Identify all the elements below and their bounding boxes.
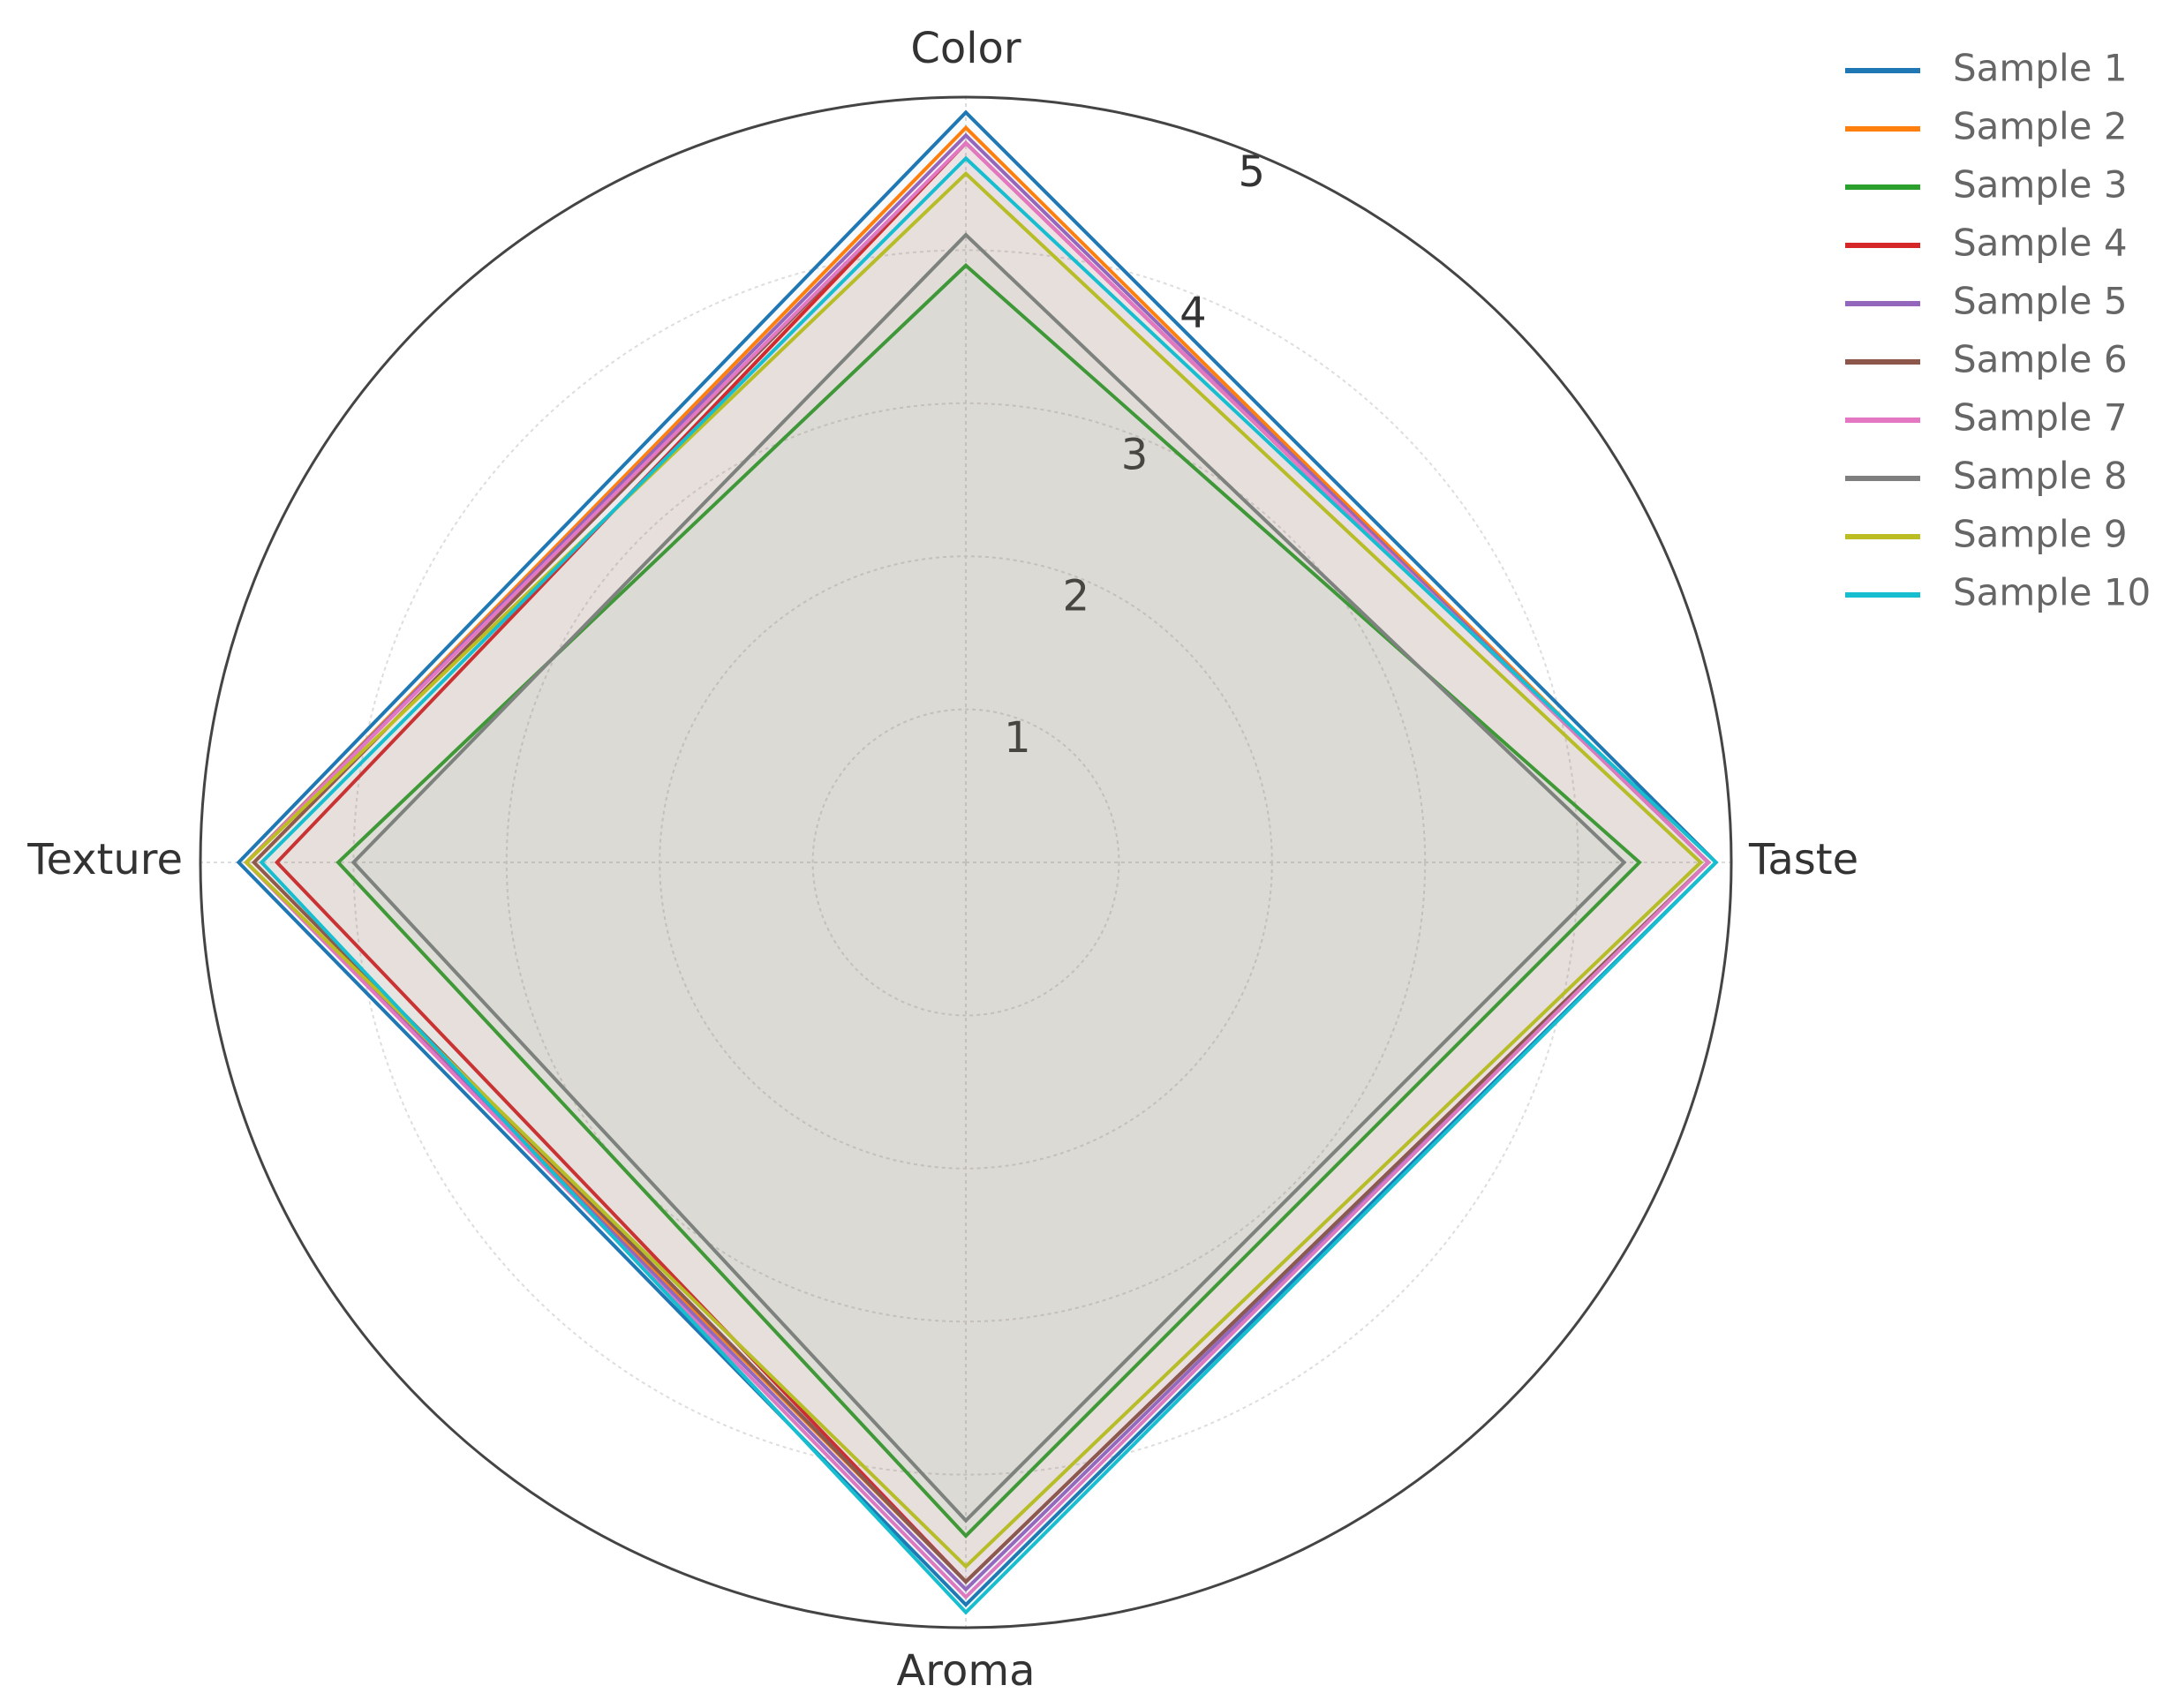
series-line: [259, 155, 1719, 1615]
legend-label: Sample 3: [1953, 163, 2128, 207]
legend-label: Sample 2: [1953, 105, 2128, 148]
r-tick-label: 3: [1121, 430, 1149, 479]
category-label: Texture: [26, 835, 183, 884]
legend-label: Sample 8: [1953, 455, 2128, 498]
legend-label: Sample 1: [1953, 47, 2128, 90]
legend-label: Sample 10: [1953, 571, 2151, 614]
category-label: Aroma: [896, 1646, 1035, 1696]
legend-label: Sample 4: [1953, 222, 2128, 265]
category-label: Taste: [1748, 835, 1858, 884]
series-line: [244, 132, 1711, 1592]
legend-label: Sample 5: [1953, 280, 2128, 323]
series-line: [350, 232, 1627, 1524]
category-label: Color: [910, 24, 1021, 73]
r-tick-label: 1: [1004, 713, 1031, 763]
grid-ring: [811, 708, 1120, 1017]
r-tick-label: 5: [1239, 147, 1266, 197]
r-tick-label: 2: [1062, 572, 1089, 621]
outer-frame: [199, 95, 1733, 1629]
legend: Sample 1 Sample 2 Sample 3 Sample 4 Sample 5…: [1845, 47, 2151, 614]
series-line: [236, 109, 1719, 1607]
series-line: [244, 170, 1704, 1569]
legend-label: Sample 7: [1953, 396, 2128, 440]
legend-label: Sample 9: [1953, 513, 2128, 556]
legend-label: Sample 6: [1953, 338, 2128, 381]
